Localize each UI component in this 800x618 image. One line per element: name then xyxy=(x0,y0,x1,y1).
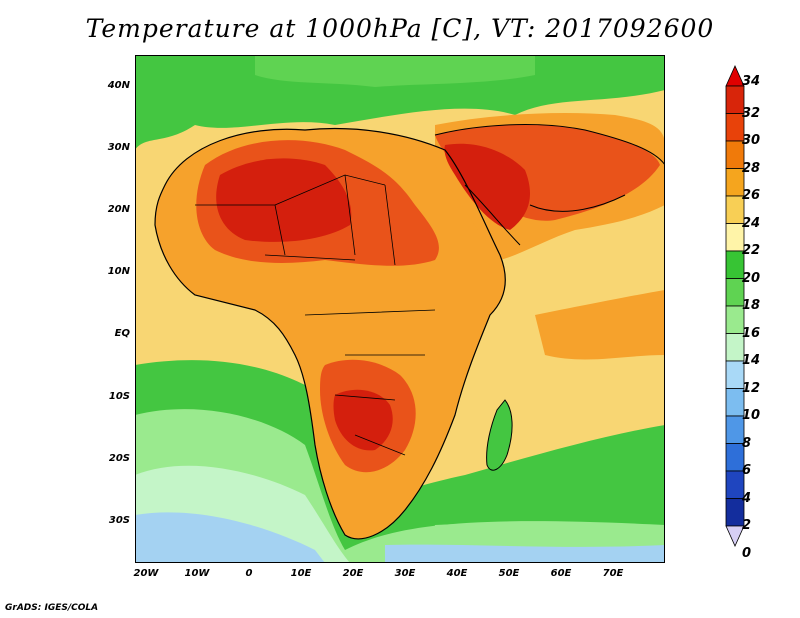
temperature-map xyxy=(135,55,665,563)
arabia-coastline xyxy=(434,124,665,166)
africa-coastline xyxy=(154,127,506,540)
colorbar-label: 30 xyxy=(742,133,761,148)
lat-label-30n: 30N xyxy=(107,142,130,153)
lon-label-0: 0 xyxy=(245,568,253,579)
red-sea-coast xyxy=(464,184,521,246)
lat-label-10n: 10N xyxy=(107,266,130,277)
colorbar-label: 12 xyxy=(742,380,761,396)
lon-label-60e: 60E xyxy=(550,568,572,579)
lon-label-30e: 30E xyxy=(394,568,416,579)
lon-label-20w: 20W xyxy=(133,568,159,579)
colorbar-label: 2 xyxy=(742,518,752,533)
southern-ocean-blue xyxy=(135,512,325,563)
colorbar-label: 0 xyxy=(742,545,752,561)
lon-label-10w: 10W xyxy=(184,568,210,579)
colorbar-label: 4 xyxy=(742,490,752,506)
colorbar-label: 32 xyxy=(742,105,761,121)
lon-label-10e: 10E xyxy=(290,568,312,579)
colorbar-label: 16 xyxy=(742,325,761,341)
country-boundaries-north xyxy=(195,174,396,266)
colorbar-label: 18 xyxy=(742,298,761,313)
madagascar-coastline xyxy=(486,399,513,471)
colorbar-label: 22 xyxy=(742,243,761,258)
lat-label-30s: 30S xyxy=(108,515,130,526)
colorbar-bottom-arrow xyxy=(725,525,745,547)
lat-label-10s: 10S xyxy=(108,391,130,402)
grads-credit: GrADS: IGES/COLA xyxy=(5,603,99,613)
colorbar-label: 14 xyxy=(742,353,761,368)
arabia-hottest-core xyxy=(444,143,530,230)
lat-label-eq: EQ xyxy=(114,328,130,339)
lon-label-70e: 70E xyxy=(602,568,624,579)
lon-label-20e: 20E xyxy=(342,568,364,579)
europe-cool-zone xyxy=(255,55,535,87)
colorbar-label: 24 xyxy=(742,215,761,231)
lat-label-40n: 40N xyxy=(107,80,130,91)
mediterranean-cool-zone xyxy=(135,55,665,150)
indian-ocean-warm-zone xyxy=(535,290,665,360)
colorbar-label: 10 xyxy=(742,408,761,423)
colorbar-label: 26 xyxy=(742,188,761,203)
colorbar xyxy=(725,65,745,547)
southern-africa-hottest-core xyxy=(333,389,393,451)
gulf-coastline xyxy=(529,194,626,212)
sahara-hottest-core xyxy=(216,158,352,242)
colorbar-label: 8 xyxy=(742,435,752,451)
lat-label-20n: 20N xyxy=(107,204,130,215)
lon-label-50e: 50E xyxy=(498,568,520,579)
map-title: Temperature at 1000hPa [C], VT: 20170926… xyxy=(85,14,715,43)
colorbar-label: 28 xyxy=(742,160,761,176)
colorbar-label: 20 xyxy=(742,270,761,286)
lat-label-20s: 20S xyxy=(108,453,130,464)
madagascar-zone xyxy=(486,400,513,471)
map-border xyxy=(135,55,665,563)
colorbar-label: 6 xyxy=(742,463,752,478)
colorbar-label: 34 xyxy=(742,74,761,89)
southern-indian-ocean-blue xyxy=(385,544,665,563)
lon-label-40e: 40E xyxy=(446,568,468,579)
country-boundaries-south xyxy=(304,309,436,456)
